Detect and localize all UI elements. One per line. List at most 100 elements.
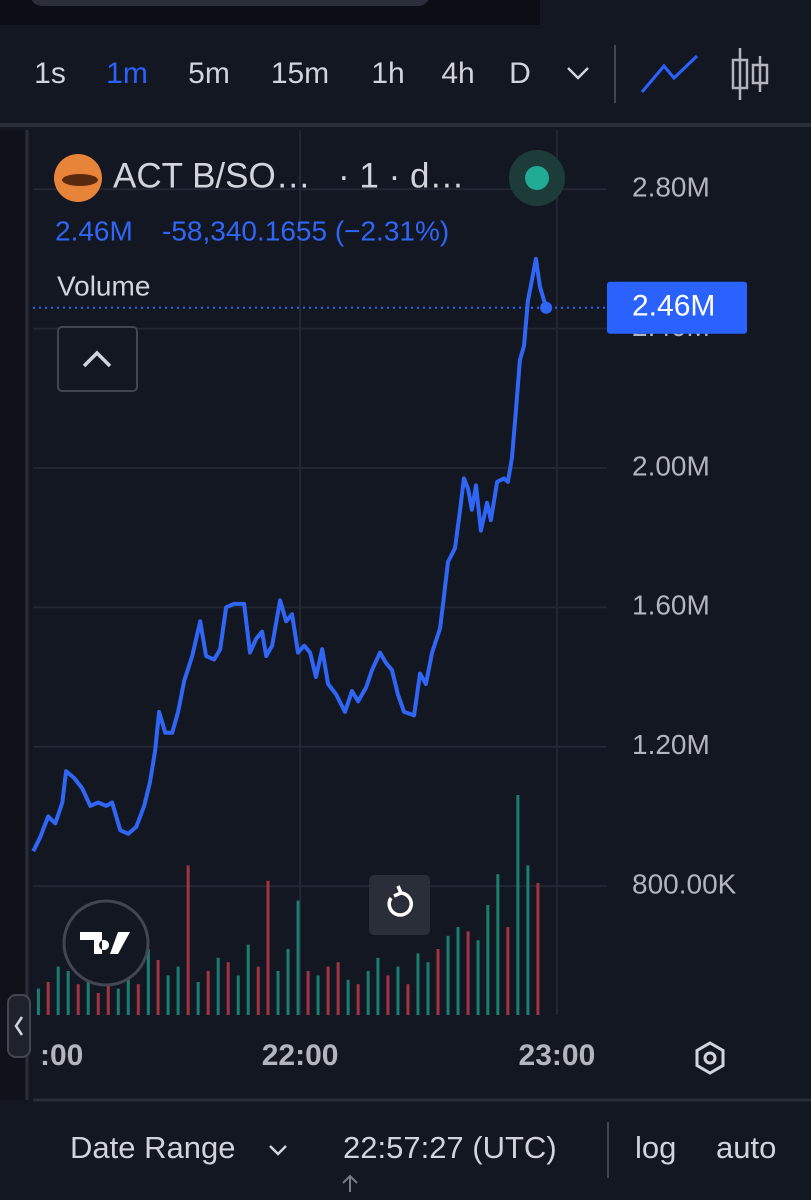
volume-bar [186, 865, 190, 1015]
symbol-meta: · 1 · d… [338, 156, 464, 195]
price-line [31, 256, 549, 853]
volume-bar [116, 988, 120, 1015]
volume-bar [46, 982, 50, 1015]
clock-arrow [342, 1174, 358, 1192]
volume-bar [146, 949, 150, 1015]
volume-bar [176, 966, 180, 1015]
price-tag [607, 281, 747, 334]
interval-button[interactable]: D [509, 57, 531, 90]
top-pill [31, 0, 429, 6]
volume-bar [456, 927, 460, 1015]
volume-bar [106, 979, 110, 1015]
volume-bar [216, 957, 220, 1015]
volume-bar [516, 795, 520, 1015]
x-tick-label: 22:00 [262, 1039, 339, 1072]
legend-price: 2.46M [55, 215, 133, 246]
volume-bar [386, 975, 390, 1015]
tv-logo-mark [80, 932, 130, 954]
coin-mark [62, 174, 98, 186]
line-chart-icon[interactable] [640, 54, 699, 93]
volume-bar [276, 971, 280, 1015]
volume-bar [206, 971, 210, 1015]
volume-bar [56, 966, 60, 1015]
interval-button[interactable]: 1s [34, 57, 66, 90]
volume-bar [426, 962, 430, 1015]
volume-bar [396, 966, 400, 1015]
volume-bar [306, 971, 310, 1015]
y-tick-label: 2.80M [632, 172, 710, 203]
volume-bar [486, 905, 490, 1015]
interval-button[interactable]: 4h [441, 57, 474, 90]
settings-icon-center [703, 1051, 717, 1065]
clock[interactable]: 22:57:27 (UTC) [343, 1130, 557, 1165]
volume-bar [286, 949, 290, 1015]
volume-bar [406, 984, 410, 1015]
volume-bar [526, 865, 530, 1015]
interval-button[interactable]: 1h [371, 57, 404, 90]
volume-bar [86, 975, 90, 1015]
interval-button[interactable]: 15m [271, 57, 329, 90]
price-tag-label: 2.46M [632, 290, 715, 323]
symbol-name[interactable]: ACT B/SO… [113, 156, 311, 195]
volume-bar [126, 971, 130, 1015]
toolbar: 1s 1m 5m 15m 1h 4h D [34, 57, 531, 90]
volume-bar [296, 900, 300, 1015]
status-dot [525, 166, 549, 190]
volume-bar [336, 962, 340, 1015]
volume-bar [166, 975, 170, 1015]
log-toggle[interactable]: log [635, 1130, 676, 1165]
side-toggle[interactable] [7, 994, 31, 1058]
last-point [540, 301, 553, 314]
side-toggle-chevron [14, 1016, 24, 1036]
collapse-button[interactable] [57, 326, 138, 392]
x-tick-label: 23:00 [519, 1039, 596, 1072]
volume-bar [316, 975, 320, 1015]
interval-button[interactable]: 5m [188, 57, 230, 90]
date-range[interactable]: Date Range [70, 1130, 235, 1165]
volume-bar [496, 874, 500, 1015]
volume-bar [536, 883, 540, 1015]
volume-bar [436, 949, 440, 1015]
interval-button[interactable]: 1m [106, 57, 148, 90]
y-tick-label: 1.60M [632, 590, 710, 621]
volume-bar [76, 984, 80, 1015]
volume-bar [376, 957, 380, 1015]
volume-bar [156, 960, 160, 1015]
plot: 800.00K1.20M1.60M2.00M2.40M2.80M:0022:00… [31, 130, 747, 1072]
auto-toggle[interactable]: auto [716, 1130, 776, 1165]
y-tick-label: 800.00K [632, 868, 737, 899]
volume-bar [36, 988, 40, 1015]
reset-button[interactable] [369, 875, 430, 935]
left-panel [0, 130, 25, 1100]
volume-bar [266, 880, 270, 1015]
volume-bar [136, 984, 140, 1015]
volume-bar [96, 993, 100, 1015]
volume-bar [476, 940, 480, 1015]
candle-icon[interactable] [731, 48, 769, 100]
volume-bar [356, 984, 360, 1015]
collapse-chevron [82, 350, 112, 368]
reset-icon [387, 885, 413, 917]
volume-bar [466, 931, 470, 1015]
volume-legend: Volume [57, 270, 150, 301]
volume-bar [446, 935, 450, 1015]
date-range-chevron [269, 1145, 287, 1156]
volume-bar [256, 966, 260, 1015]
y-tick-label: 1.20M [632, 729, 710, 760]
x-tick-label: :00 [40, 1039, 83, 1072]
volume-bar [236, 975, 240, 1015]
volume-bar [226, 962, 230, 1015]
volume-bar [346, 979, 350, 1015]
volume-bar [326, 966, 330, 1015]
volume-bar [196, 982, 200, 1015]
volume-bar [366, 971, 370, 1015]
interval-dropdown[interactable] [567, 67, 589, 80]
settings-icon[interactable] [695, 1041, 725, 1075]
legend-change: -58,340.1655 (−2.31%) [162, 215, 449, 246]
volume-bar [66, 971, 70, 1015]
volume-bar [506, 927, 510, 1015]
volume-bar [416, 953, 420, 1015]
